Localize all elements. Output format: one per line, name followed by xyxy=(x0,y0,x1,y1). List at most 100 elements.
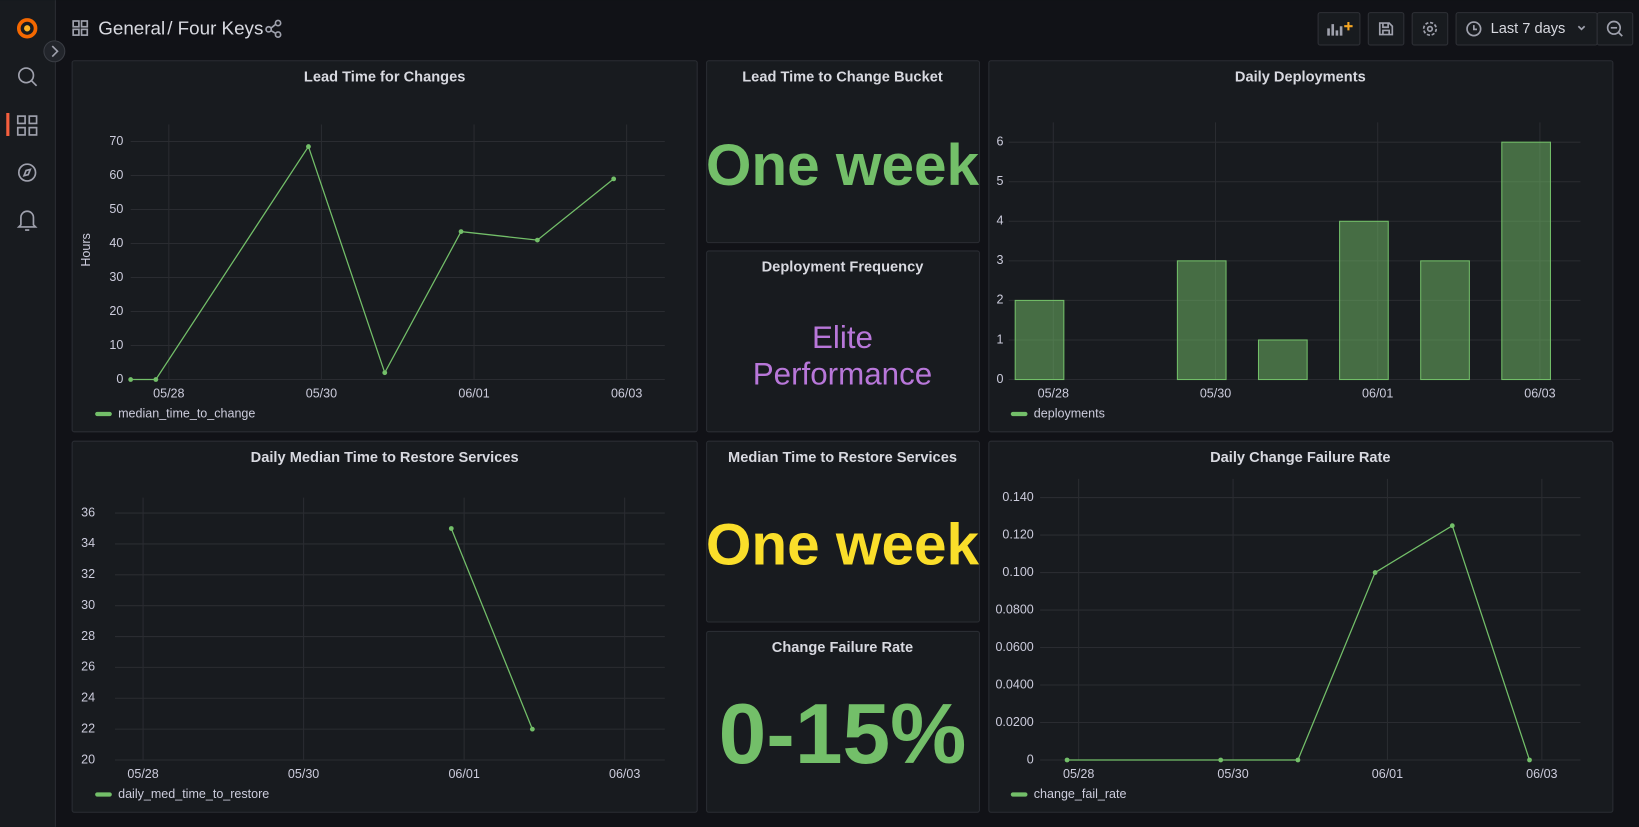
share-icon[interactable] xyxy=(265,19,282,39)
panel-title: Lead Time for Changes xyxy=(304,69,465,85)
stat-value: One week xyxy=(706,512,980,577)
x-tick-label: 05/28 xyxy=(127,767,158,781)
panel-title: Daily Deployments xyxy=(1235,69,1366,85)
x-tick-label: 05/30 xyxy=(1217,767,1248,781)
breadcrumb-folder[interactable]: General xyxy=(98,17,165,38)
y-tick-label: 24 xyxy=(81,691,95,705)
bar xyxy=(1339,220,1389,381)
legend-label: change_fail_rate xyxy=(1034,787,1127,801)
y-tick-label: 60 xyxy=(109,168,123,182)
add-panel-button[interactable] xyxy=(1317,12,1361,46)
x-tick-label: 05/28 xyxy=(153,386,184,400)
x-tick-label: 05/30 xyxy=(1200,386,1231,400)
y-tick-label: 36 xyxy=(81,505,95,519)
panel-title: Median Time to Restore Services xyxy=(728,450,957,466)
x-tick-label: 06/01 xyxy=(1362,386,1393,400)
y-tick-label: 20 xyxy=(109,304,123,318)
breadcrumb-dashboard[interactable]: / Four Keys xyxy=(167,17,263,38)
y-tick-label: 40 xyxy=(109,236,123,250)
bar xyxy=(1176,260,1227,381)
x-tick-label: 05/28 xyxy=(1038,386,1069,400)
explore-icon[interactable] xyxy=(17,163,37,182)
time-range[interactable]: Last 7 days xyxy=(1491,21,1566,37)
line xyxy=(1067,524,1531,761)
y-tick-label: 30 xyxy=(81,598,95,612)
panel-title: Daily Median Time to Restore Services xyxy=(251,450,519,466)
point xyxy=(1372,570,1378,575)
y-tick-label: 2 xyxy=(996,293,1003,307)
y-tick-label: 4 xyxy=(996,214,1003,228)
stat-value: One week xyxy=(706,133,980,198)
bar xyxy=(1420,260,1470,381)
bar xyxy=(1257,339,1308,381)
panel-title: Lead Time to Change Bucket xyxy=(742,69,943,85)
save-button[interactable] xyxy=(1367,12,1405,46)
legend-label: daily_med_time_to_restore xyxy=(118,787,269,801)
x-tick-label: 06/03 xyxy=(1524,386,1555,400)
dashboard-grid-icon xyxy=(72,20,89,36)
bar xyxy=(1501,141,1551,381)
y-tick-label: 1 xyxy=(996,332,1003,346)
point xyxy=(153,377,159,382)
y-tick-label: 0.0400 xyxy=(995,677,1033,691)
bar xyxy=(1014,299,1065,381)
y-tick-label: 0.0600 xyxy=(995,640,1033,654)
stat-value: Performance xyxy=(753,357,932,392)
y-tick-label: 34 xyxy=(81,536,95,550)
stat-value: 0-15% xyxy=(719,686,967,782)
y-tick-label: 70 xyxy=(109,134,123,148)
x-tick-label: 05/28 xyxy=(1063,767,1094,781)
point xyxy=(128,377,134,382)
line xyxy=(450,528,533,730)
legend-label: deployments xyxy=(1034,406,1105,420)
y-tick-label: 28 xyxy=(81,629,95,643)
expand-sidebar[interactable] xyxy=(43,40,66,63)
panel-title: Deployment Frequency xyxy=(762,260,925,276)
y-tick-label: 22 xyxy=(81,721,95,735)
alerting-icon[interactable] xyxy=(16,210,38,231)
x-tick-label: 06/03 xyxy=(609,767,640,781)
panel xyxy=(71,440,698,813)
y-tick-label: 3 xyxy=(996,253,1003,267)
y-tick-label: 0.120 xyxy=(1002,527,1033,541)
y-tick-label: 0 xyxy=(116,372,123,386)
active-indicator xyxy=(6,112,10,136)
point xyxy=(458,229,464,235)
y-tick-label: 50 xyxy=(109,202,123,216)
y-tick-label: 32 xyxy=(81,567,95,581)
panel xyxy=(71,60,698,433)
point xyxy=(611,176,617,182)
x-tick-label: 05/30 xyxy=(288,767,319,781)
y-tick-label: 0.140 xyxy=(1002,490,1033,504)
x-tick-label: 06/01 xyxy=(1372,767,1403,781)
grafana-logo[interactable] xyxy=(16,18,38,39)
panel xyxy=(706,250,980,433)
point xyxy=(306,144,311,149)
search-icon[interactable] xyxy=(17,67,38,87)
y-tick-label: 5 xyxy=(996,174,1003,188)
y-tick-label: 10 xyxy=(109,338,123,352)
point xyxy=(1295,757,1301,763)
point xyxy=(529,726,535,732)
sidebar xyxy=(0,0,56,827)
panel-title: Daily Change Failure Rate xyxy=(1210,450,1390,466)
point xyxy=(382,370,388,376)
y-tick-label: 26 xyxy=(81,660,95,674)
y-tick-label: 0.100 xyxy=(1002,565,1033,579)
y-tick-label: 0.0200 xyxy=(995,715,1033,729)
point xyxy=(1527,757,1532,763)
y-tick-label: 0.0800 xyxy=(995,602,1033,616)
zoom-out-button[interactable] xyxy=(1596,12,1634,46)
settings-button[interactable] xyxy=(1411,12,1449,46)
y-axis-label: Hours xyxy=(79,233,93,266)
dashboards-icon[interactable] xyxy=(16,115,38,136)
x-tick-label: 05/30 xyxy=(306,386,337,400)
y-tick-label: 20 xyxy=(81,752,95,766)
panel xyxy=(706,60,980,244)
point xyxy=(448,526,454,531)
point xyxy=(534,237,540,243)
x-tick-label: 06/01 xyxy=(458,386,489,400)
y-tick-label: 6 xyxy=(996,134,1003,148)
